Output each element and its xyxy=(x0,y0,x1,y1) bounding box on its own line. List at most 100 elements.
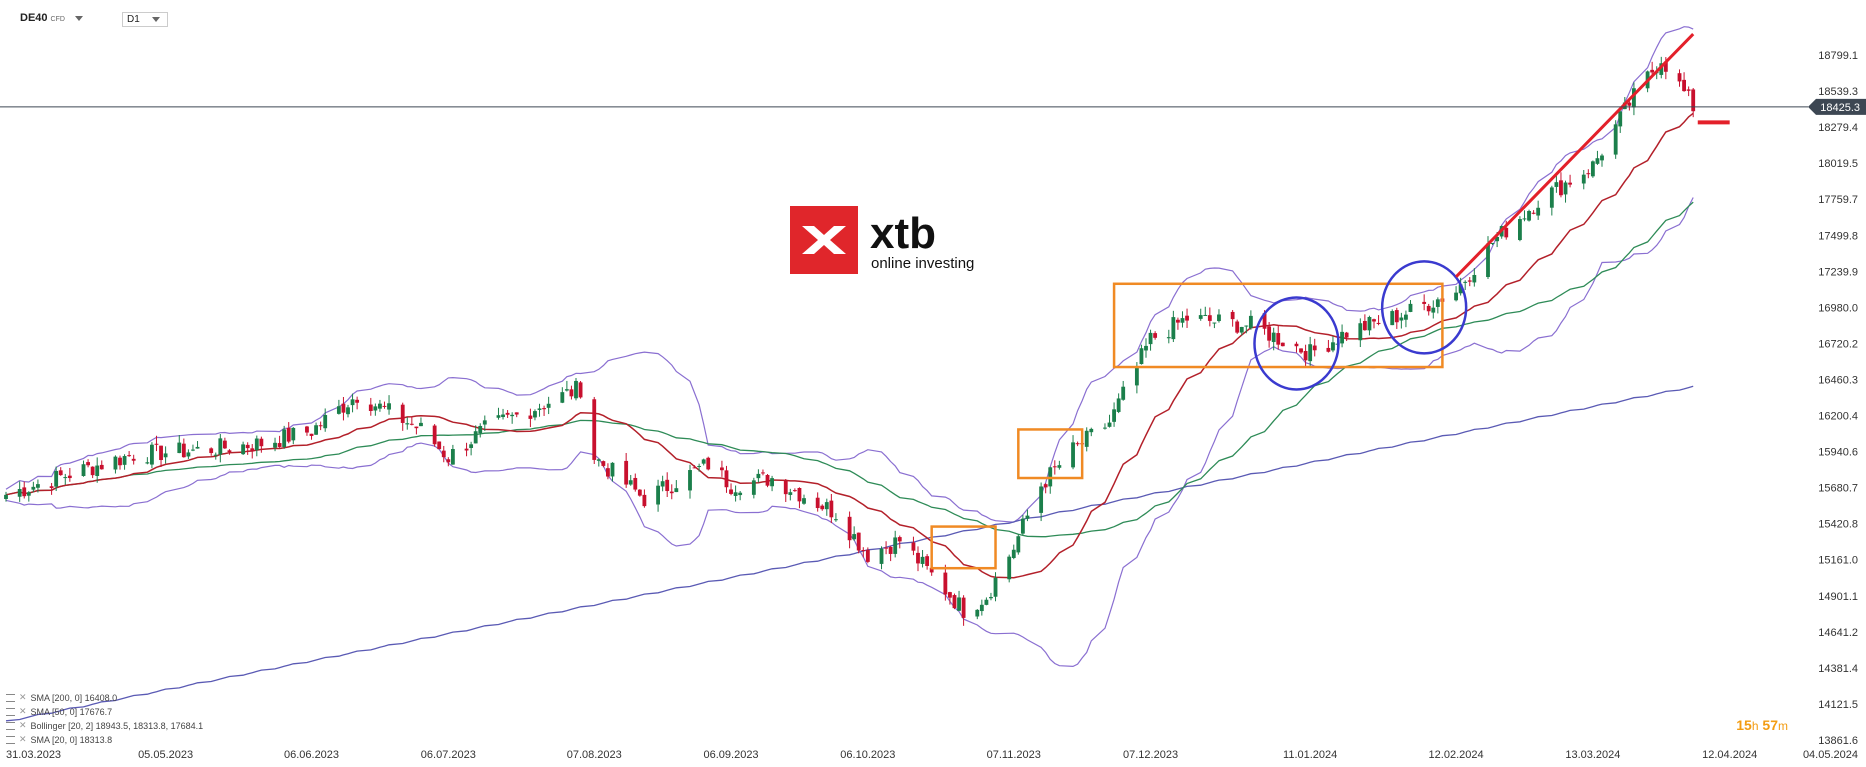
y-tick-label: 15940.6 xyxy=(1818,447,1858,459)
candle-body xyxy=(792,490,797,492)
x-tick-label: 12.04.2024 xyxy=(1702,749,1757,761)
candle-body xyxy=(920,556,925,564)
candle-body xyxy=(1294,343,1299,347)
candle-body xyxy=(1431,307,1436,313)
candle-body xyxy=(1039,486,1044,513)
candle-body xyxy=(1303,350,1308,361)
x-tick-label: 06.10.2023 xyxy=(840,749,895,761)
candle-body xyxy=(911,542,916,551)
candle-body xyxy=(26,492,31,496)
candle-body xyxy=(473,431,478,444)
candle-body xyxy=(36,484,40,488)
candle-body xyxy=(989,596,993,599)
candle-body xyxy=(1185,315,1189,321)
candle-body xyxy=(1559,180,1563,196)
candle-body xyxy=(414,426,419,429)
x-tick-label: 07.08.2023 xyxy=(567,749,622,761)
legend-settings-icon[interactable] xyxy=(6,693,15,702)
candle-body xyxy=(1650,69,1655,73)
logo-brand: xtb xyxy=(870,209,936,258)
candle-body xyxy=(984,599,989,605)
candle-body xyxy=(1203,314,1208,316)
xtb-logo: xtb online investing xyxy=(790,206,980,281)
y-tick-label: 15420.8 xyxy=(1818,519,1858,531)
candle-body xyxy=(419,422,423,427)
y-tick-label: 17759.7 xyxy=(1818,194,1858,206)
candle-body xyxy=(1084,430,1089,447)
candle-body xyxy=(1217,314,1221,322)
candle-body xyxy=(318,425,323,427)
candle-body xyxy=(1467,280,1472,282)
candle-body xyxy=(81,464,86,477)
candle-body xyxy=(368,404,373,411)
legend-settings-icon[interactable] xyxy=(6,707,15,716)
candle-body xyxy=(1280,342,1285,347)
candle-body xyxy=(1458,284,1463,294)
symbol-selector[interactable]: DE40 CFD xyxy=(20,12,83,24)
candlesticks xyxy=(4,56,1696,626)
sma50-line xyxy=(5,201,1694,538)
candle-body xyxy=(1586,173,1591,175)
legend-row-bollinger[interactable]: ✕ Bollinger [20, 2] 18943.5, 18313.8, 176… xyxy=(6,720,203,731)
candle-body xyxy=(277,443,282,447)
candle-body xyxy=(656,485,660,505)
candle-body xyxy=(49,486,54,488)
candle-body xyxy=(852,534,857,540)
candle-body xyxy=(113,456,118,470)
candle-body xyxy=(751,480,756,495)
close-icon[interactable]: ✕ xyxy=(19,692,27,702)
candle-body xyxy=(145,462,150,464)
legend-row-sma20[interactable]: ✕ SMA [20, 0] 18313.8 xyxy=(6,734,112,745)
x-tick-label: 06.09.2023 xyxy=(704,749,759,761)
x-tick-label: 04.05.2024 xyxy=(1803,749,1858,761)
candle-body xyxy=(1134,366,1139,386)
timeframe-selector[interactable]: D1 xyxy=(122,12,168,27)
candle-body xyxy=(437,441,442,450)
candle-body xyxy=(1408,303,1413,312)
candle-body xyxy=(596,459,601,461)
candle-body xyxy=(1043,484,1048,488)
legend-row-sma50[interactable]: ✕ SMA [50, 0] 17676.7 xyxy=(6,706,112,717)
candle-body xyxy=(446,459,451,463)
candle-body xyxy=(610,462,615,477)
y-tick-label: 18799.1 xyxy=(1818,50,1858,62)
candle-body xyxy=(159,445,163,461)
y-tick-label: 18019.5 xyxy=(1818,158,1858,170)
candle-body xyxy=(578,382,583,398)
candle-body xyxy=(355,399,360,403)
candle-body xyxy=(282,429,287,447)
symbol-tag: CFD xyxy=(50,16,65,23)
legend-settings-icon[interactable] xyxy=(6,735,15,744)
candle-body xyxy=(1244,325,1249,327)
candle-body xyxy=(1663,61,1668,72)
candle-body xyxy=(897,537,902,542)
candle-body xyxy=(1011,549,1016,558)
x-tick-label: 11.01.2024 xyxy=(1283,749,1337,761)
y-tick-label: 17239.9 xyxy=(1818,266,1858,278)
legend-row-sma200[interactable]: ✕ SMA [200, 0] 16408.0 xyxy=(6,692,117,703)
consolidation-box xyxy=(930,525,997,570)
candle-body xyxy=(802,498,806,504)
candle-body xyxy=(22,487,27,497)
sma200-line xyxy=(5,385,1694,722)
close-icon[interactable]: ✕ xyxy=(19,706,27,716)
y-tick-label: 15161.0 xyxy=(1818,555,1858,567)
candle-body xyxy=(1600,155,1604,161)
trend-line xyxy=(1455,33,1695,278)
candle-body xyxy=(1568,182,1572,185)
candle-body xyxy=(829,500,834,518)
candle-body xyxy=(378,403,382,409)
close-icon[interactable]: ✕ xyxy=(19,734,27,744)
y-tick-label: 14381.4 xyxy=(1818,663,1858,675)
timer-minutes: 57 xyxy=(1762,717,1778,733)
timer-h-unit: h xyxy=(1751,719,1759,733)
candle-body xyxy=(1590,161,1595,177)
close-icon[interactable]: ✕ xyxy=(19,720,27,730)
candle-body xyxy=(674,488,679,493)
x-tick-label: 13.03.2024 xyxy=(1565,749,1620,761)
legend-settings-icon[interactable] xyxy=(6,721,15,730)
candle-body xyxy=(925,556,930,566)
chevron-down-icon xyxy=(74,15,83,21)
candle-body xyxy=(181,443,186,458)
